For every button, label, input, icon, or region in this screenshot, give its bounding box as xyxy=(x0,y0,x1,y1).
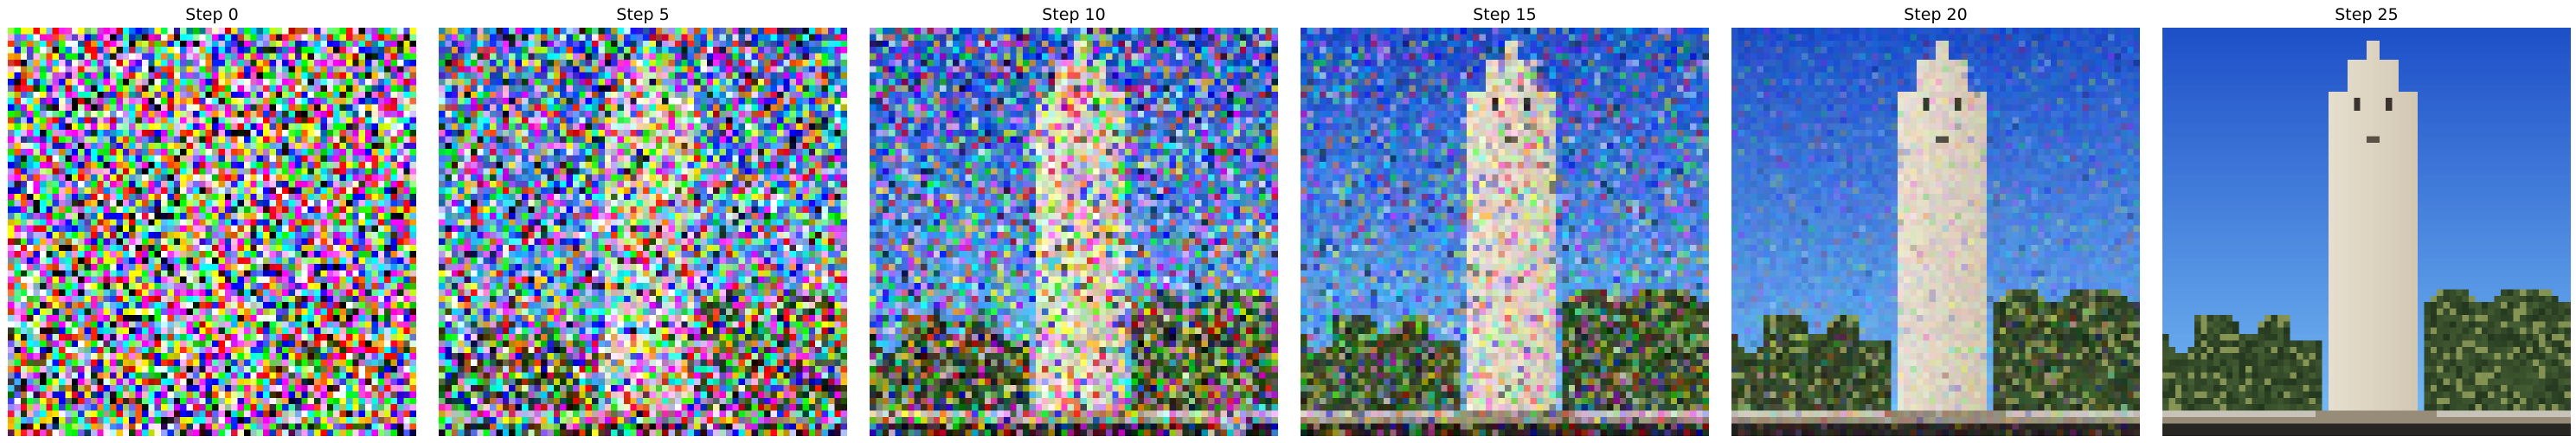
denoising-image xyxy=(439,28,847,436)
panel-step-5: Step 5 xyxy=(439,0,847,443)
panel-title: Step 15 xyxy=(1301,5,1709,24)
panel-step-10: Step 10 xyxy=(870,0,1278,443)
panel-title: Step 10 xyxy=(870,5,1278,24)
panel-title: Step 25 xyxy=(2162,5,2571,24)
panel-title: Step 0 xyxy=(8,5,416,24)
panel-title: Step 20 xyxy=(1731,5,2140,24)
denoising-image xyxy=(1731,28,2140,436)
denoising-image xyxy=(2162,28,2571,436)
panel-title: Step 5 xyxy=(439,5,847,24)
panel-step-15: Step 15 xyxy=(1301,0,1709,443)
panel-step-0: Step 0 xyxy=(8,0,416,443)
panel-step-25: Step 25 xyxy=(2162,0,2571,443)
denoising-image xyxy=(1301,28,1709,436)
denoising-image xyxy=(8,28,416,436)
panel-step-20: Step 20 xyxy=(1731,0,2140,443)
denoising-image xyxy=(870,28,1278,436)
